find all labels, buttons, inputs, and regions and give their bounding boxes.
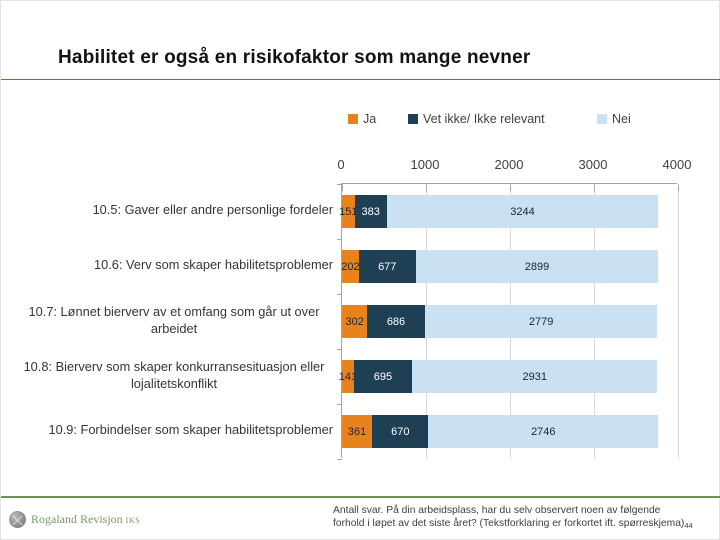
y-axis-tick-mark [337,404,342,405]
x-axis-tick-label: 3000 [578,157,608,172]
data-label: 2931 [522,370,547,383]
bar-segment-nei: 2779 [424,305,658,338]
category-label: 10.9: Forbindelser som skaper habilitets… [48,422,333,438]
y-axis-tick-mark [337,239,342,240]
bar-segment-vet-ikke-ikke-relevant: 677 [358,250,416,283]
footer-divider [1,496,720,498]
category-label: 10.8: Bierverv som skaper konkurransesit… [23,358,325,391]
data-label: 383 [361,205,380,218]
data-label: 2746 [531,425,556,438]
x-axis-tick-mark [426,184,427,191]
data-label: 686 [386,315,406,328]
legend-item: Nei [597,112,631,126]
legend-label: Nei [612,112,631,126]
footer-note-line1: Antall svar. På din arbeidsplass, har du… [333,505,661,516]
y-axis-tick-mark [337,184,342,185]
bar-row: 302 686 2779 [342,305,677,338]
logo-icon [9,511,26,528]
data-label: 141 [338,370,358,383]
category-label: 10.6: Verv som skaper habilitetsprobleme… [94,257,333,273]
y-axis-tick-mark [337,459,342,460]
bar-segment-ja: 151 [339,195,358,228]
data-label: 2779 [528,315,554,328]
category-label: 10.5: Gaver eller andre personlige forde… [92,202,333,218]
footer-note: Antall svar. På din arbeidsplass, har du… [333,504,715,531]
bar-segment-vet-ikke-ikke-relevant: 686 [367,305,425,338]
logo-name: Rogaland Revisjon [31,512,123,526]
x-axis-tick-label: 4000 [662,157,692,172]
logo: Rogaland Revisjon IKS [9,511,140,528]
logo-text: Rogaland Revisjon IKS [31,512,140,527]
gridline [678,184,679,459]
y-axis-tick-mark [337,349,342,350]
category-label-row: 10.8: Bierverv som skaper konkurransesit… [1,348,333,403]
category-label-row: 10.9: Forbindelser som skaper habilitets… [1,403,333,458]
bar-segment-nei: 3244 [386,195,659,228]
legend-item: Vet ikke/ Ikke relevant [408,112,545,126]
bar-segment-vet-ikke-ikke-relevant: 695 [353,360,412,393]
slide-title: Habilitet er også en risikofaktor som ma… [58,47,531,68]
title-divider [1,79,720,80]
category-label-row: 10.5: Gaver eller andre personlige forde… [1,183,333,238]
x-axis-tick-mark [594,184,595,191]
legend-swatch-icon [348,114,358,124]
logo-suffix: IKS [125,516,141,525]
data-label: 677 [378,260,397,273]
legend-label: Vet ikke/ Ikke relevant [423,112,545,126]
x-axis-tick-mark [342,184,343,191]
data-label: 2899 [524,260,550,273]
bar-row: 202 677 2899 [341,250,677,283]
data-label: 361 [347,425,367,438]
legend-swatch-icon [408,114,418,124]
bar-row: 141 695 2931 [338,360,677,393]
category-label-row: 10.6: Verv som skaper habilitetsprobleme… [1,238,333,293]
bar-segment-vet-ikke-ikke-relevant: 383 [354,195,387,228]
x-axis-tick-label: 0 [337,157,345,172]
x-axis-tick-label: 1000 [410,157,440,172]
data-label: 670 [391,425,410,438]
data-label: 695 [373,370,393,383]
category-label-row: 10.7: Lønnet bierverv av et omfang som g… [1,293,333,348]
data-label: 302 [345,315,364,328]
bar-segment-ja: 361 [342,415,373,448]
data-label: 202 [341,260,360,273]
plot-area: 151 383 3244 202 677 2899 302 686 2779 141 695 2931… [337,183,679,460]
legend-item: Ja [348,112,376,126]
data-label: 151 [339,205,358,218]
page-number: 44 [684,521,693,531]
bar-segment-vet-ikke-ikke-relevant: 670 [372,415,429,448]
legend-swatch-icon [597,114,607,124]
bar-segment-nei: 2931 [412,360,658,393]
bar-row: 361 670 2746 [342,415,677,448]
bar-row: 151 383 3244 [339,195,677,228]
category-label: 10.7: Lønnet bierverv av et omfang som g… [28,303,320,336]
x-axis-tick-label: 2000 [494,157,524,172]
data-label: 3244 [510,205,535,218]
y-axis-tick-mark [337,294,342,295]
bar-segment-ja: 302 [342,305,368,338]
bar-segment-ja: 202 [341,250,360,283]
legend-label: Ja [363,112,377,126]
footer-note-line2: forhold i løpet av det siste året? (Teks… [333,518,685,530]
bar-segment-nei: 2899 [415,250,659,283]
x-axis-tick-mark [510,184,511,191]
x-axis-tick-mark [678,184,679,191]
bar-segment-ja: 141 [338,360,358,393]
bar-segment-nei: 2746 [428,415,659,448]
